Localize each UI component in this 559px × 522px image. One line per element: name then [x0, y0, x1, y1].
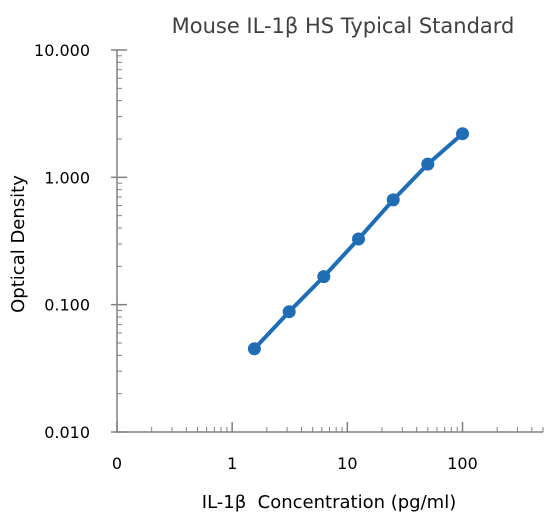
data-point [317, 270, 331, 284]
data-point [421, 157, 435, 171]
x-tick-label: 10 [337, 454, 357, 473]
y-tick-label: 1.000 [44, 168, 90, 187]
data-point [282, 305, 296, 319]
data-point [456, 127, 469, 141]
data-point [247, 342, 261, 356]
axes [116, 50, 543, 433]
x-tick-label: 0 [112, 454, 122, 473]
y-minor-ticks [117, 55, 122, 395]
x-tick-labels: 0 1 10 100 [112, 454, 478, 473]
x-tick-label: 100 [447, 454, 478, 473]
x-minor-ticks [151, 427, 544, 432]
y-axis-label: Optical Density [8, 175, 29, 313]
y-tick-label: 10.000 [34, 41, 90, 60]
y-major-ticks [111, 49, 127, 433]
data-point [386, 193, 400, 207]
x-tick-label: 1 [227, 454, 237, 473]
y-tick-label: 0.100 [44, 296, 90, 315]
y-tick-labels: 0.010 0.100 1.000 10.000 [34, 41, 90, 442]
chart-title: Mouse IL-1β HS Typical Standard [172, 14, 515, 38]
x-major-ticks [116, 422, 464, 432]
series-layer [247, 127, 469, 356]
x-axis-label: IL-1β Concentration (pg/ml) [202, 492, 456, 513]
y-tick-label: 0.010 [44, 423, 90, 442]
data-point [352, 232, 365, 246]
